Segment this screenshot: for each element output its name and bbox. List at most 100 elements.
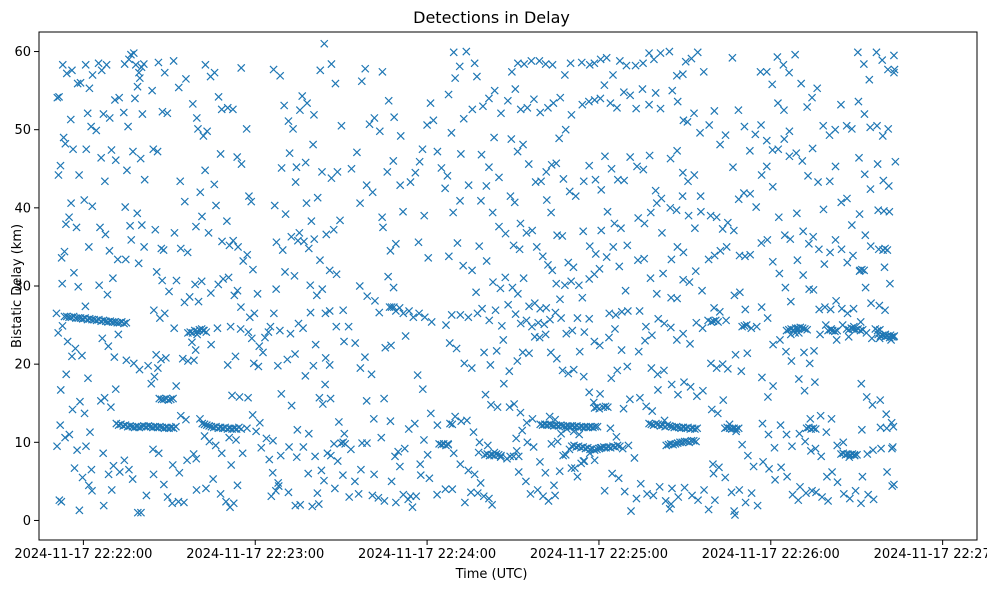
data-point (734, 424, 743, 433)
data-point (269, 309, 278, 318)
data-point (474, 448, 483, 457)
data-point (730, 291, 739, 300)
y-tick-label: 40 (14, 201, 31, 216)
data-point (585, 242, 594, 251)
data-point (513, 147, 522, 156)
data-point (775, 335, 784, 344)
data-point (494, 173, 504, 182)
x-tick-label: 2024-11-17 22:27:00 (874, 547, 987, 562)
data-point (580, 457, 589, 466)
data-point (339, 306, 348, 315)
data-point (875, 325, 884, 334)
data-point (505, 403, 514, 412)
data-point (687, 54, 696, 63)
data-point (740, 252, 750, 261)
data-point (416, 471, 425, 480)
data-point (728, 163, 738, 172)
data-point (333, 167, 342, 176)
data-point (88, 202, 97, 211)
data-point (723, 218, 732, 227)
data-point (255, 342, 264, 351)
data-point (713, 409, 722, 418)
data-point (425, 474, 434, 483)
y-tick-label: 20 (14, 358, 31, 373)
data-point (806, 446, 815, 455)
data-point (248, 410, 257, 419)
data-point (273, 361, 282, 370)
data-point (742, 321, 751, 330)
data-point (635, 306, 644, 316)
data-point (747, 489, 756, 498)
data-point (124, 122, 133, 131)
data-point (477, 150, 486, 159)
data-point (765, 464, 774, 473)
data-point (304, 244, 313, 253)
data-point (679, 329, 688, 338)
data-point (413, 371, 422, 380)
data-point (667, 380, 676, 389)
data-point (95, 223, 105, 232)
data-point (634, 347, 643, 356)
data-point (149, 306, 158, 315)
data-point (269, 65, 278, 74)
data-point (890, 65, 899, 74)
data-point (315, 393, 324, 402)
data-point (592, 445, 601, 454)
data-point (151, 225, 160, 234)
data-point (791, 328, 800, 337)
data-point (625, 395, 634, 404)
y-tick-label: 50 (14, 123, 31, 138)
data-point (58, 60, 67, 69)
data-point (209, 475, 218, 484)
data-point (334, 417, 343, 427)
data-point (585, 388, 594, 397)
data-point (559, 451, 568, 460)
data-point (144, 421, 153, 430)
data-point (753, 501, 762, 510)
data-point (276, 71, 285, 80)
data-point (853, 48, 862, 57)
data-point (95, 281, 104, 290)
data-point (429, 116, 438, 125)
data-point (85, 84, 94, 93)
data-point (136, 154, 145, 163)
data-point (552, 354, 561, 363)
data-point (831, 235, 840, 244)
data-point (867, 334, 876, 343)
data-point (207, 340, 216, 349)
data-point (126, 221, 135, 230)
data-point (149, 470, 158, 479)
data-point (692, 437, 701, 446)
data-point (156, 355, 166, 364)
data-point (378, 223, 388, 232)
data-point (415, 157, 424, 166)
data-point (303, 99, 312, 108)
data-point (233, 286, 242, 295)
data-point (552, 159, 561, 168)
data-point (154, 58, 163, 67)
data-point (448, 485, 457, 494)
data-point (411, 168, 420, 177)
data-point (216, 489, 225, 498)
data-point (447, 128, 456, 137)
data-point (798, 156, 807, 165)
data-point (792, 149, 801, 158)
data-point (350, 477, 359, 486)
data-point (418, 145, 427, 154)
data-point (313, 489, 322, 498)
data-point (198, 419, 207, 428)
data-point (170, 228, 179, 237)
data-point (106, 403, 115, 412)
data-point (444, 90, 453, 99)
data-point (296, 500, 305, 509)
data-point (740, 321, 749, 330)
data-point (131, 60, 140, 69)
data-point (810, 346, 819, 355)
data-point (536, 108, 545, 117)
data-point (447, 310, 456, 319)
data-point (783, 472, 792, 481)
data-point (575, 430, 584, 439)
data-point (648, 407, 657, 416)
data-point (176, 411, 185, 420)
data-point (740, 122, 749, 131)
